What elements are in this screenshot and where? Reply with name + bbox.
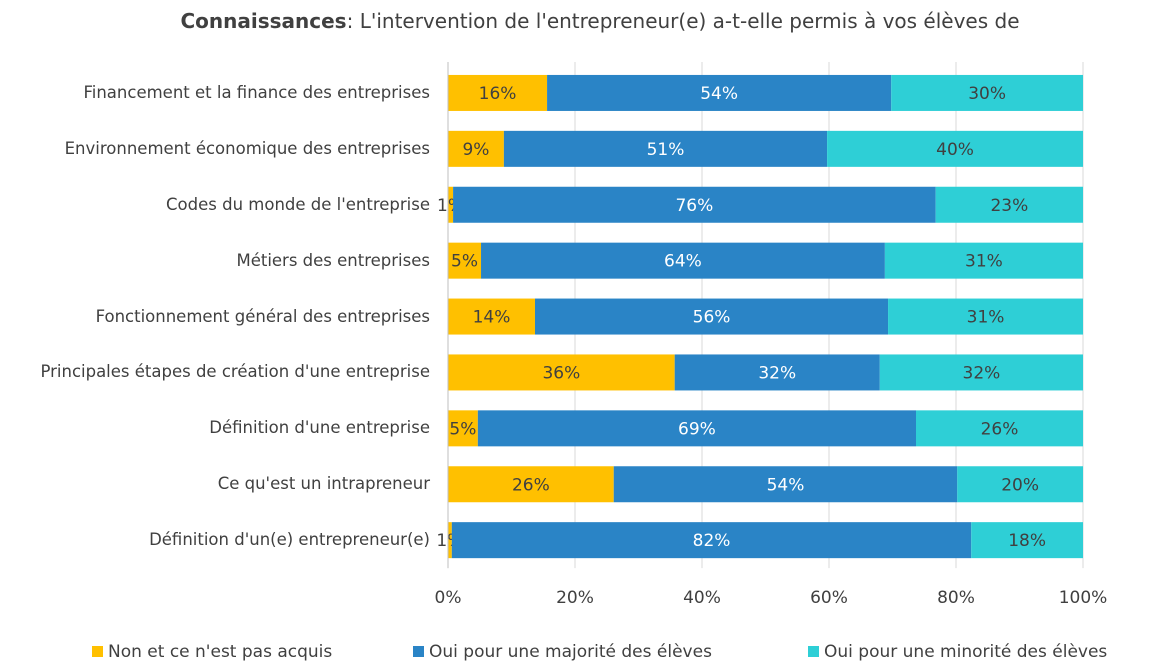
x-tick-label: 80% — [937, 588, 975, 608]
legend-label: Non et ce n'est pas acquis — [108, 642, 332, 662]
chart-title: Connaissances: L'intervention de l'entre… — [130, 8, 1070, 35]
bar-segment — [534, 298, 889, 335]
bar-segment — [888, 298, 1083, 335]
y-tick-label: Définition d'une entreprise — [209, 418, 430, 438]
data-label: 20% — [1001, 475, 1039, 495]
bar-segment — [481, 242, 885, 279]
data-label: 26% — [981, 419, 1019, 439]
y-tick-label: Métiers des entreprises — [236, 250, 430, 270]
bar-segment — [957, 466, 1083, 503]
data-label: 5% — [451, 252, 478, 272]
data-label: 9% — [462, 140, 489, 160]
data-label: 69% — [678, 419, 716, 439]
bar-segment — [879, 354, 1083, 391]
data-label: 36% — [542, 363, 580, 383]
legend-swatch — [92, 646, 103, 657]
y-tick-label: Ce qu'est un intrapreneur — [217, 474, 430, 494]
bar-segment — [477, 410, 916, 447]
data-label: 14% — [473, 308, 511, 328]
data-label: 40% — [936, 140, 974, 160]
bar-segment — [884, 242, 1083, 279]
bar-segment — [448, 130, 504, 167]
x-tick-label: 20% — [556, 588, 594, 608]
bar-segment — [451, 522, 972, 559]
data-label: 82% — [693, 531, 731, 551]
data-label: 76% — [675, 196, 713, 216]
data-label: 32% — [758, 363, 796, 383]
bar-segment — [503, 130, 828, 167]
bar-segment — [448, 298, 535, 335]
bar-segment — [613, 466, 958, 503]
y-tick-label: Financement et la finance des entreprise… — [83, 82, 430, 102]
y-tick-label: Définition d'un(e) entrepreneur(e) — [149, 530, 430, 550]
bar-segment — [891, 74, 1083, 111]
bar-segment — [547, 74, 892, 111]
data-label: 32% — [963, 363, 1001, 383]
data-label: 64% — [664, 252, 702, 272]
x-tick-label: 100% — [1059, 588, 1108, 608]
title-bold: Connaissances — [180, 9, 347, 33]
bar-segment — [935, 186, 1083, 223]
y-tick-label: Principales étapes de création d'une ent… — [40, 362, 430, 382]
data-label: 26% — [512, 475, 550, 495]
data-label: 31% — [967, 308, 1005, 328]
legend-swatch — [808, 646, 819, 657]
y-tick-label: Fonctionnement général des entreprises — [95, 306, 430, 326]
data-label: 23% — [990, 196, 1028, 216]
x-tick-label: 60% — [810, 588, 848, 608]
data-label: 56% — [693, 308, 731, 328]
bar-segment — [448, 186, 454, 223]
bar-segment — [448, 354, 675, 391]
x-tick-label: 40% — [683, 588, 721, 608]
legend-label: Oui pour une majorité des élèves — [429, 642, 712, 662]
bar-segment — [448, 466, 614, 503]
data-label: 30% — [968, 84, 1006, 104]
x-tick-label: 0% — [435, 588, 462, 608]
data-label: 51% — [647, 140, 685, 160]
title-text: : L'intervention de l'entrepreneur(e) a-… — [346, 9, 1020, 33]
bar-segment — [915, 410, 1083, 447]
bar-segment — [448, 74, 548, 111]
legend-label: Oui pour une minorité des élèves — [824, 642, 1107, 662]
data-label: 16% — [479, 84, 517, 104]
bar-segment — [827, 130, 1083, 167]
data-label: 54% — [767, 475, 805, 495]
legend-swatch — [413, 646, 424, 657]
bar-segment — [971, 522, 1083, 559]
bar-segment — [448, 242, 482, 279]
bar-segment — [674, 354, 880, 391]
data-label: 18% — [1008, 531, 1046, 551]
bar-segment — [448, 522, 452, 559]
data-label: 31% — [965, 252, 1003, 272]
bar-segment — [448, 410, 478, 447]
data-label: 54% — [700, 84, 738, 104]
bar-segment — [453, 186, 936, 223]
data-label: 5% — [449, 419, 476, 439]
y-tick-label: Codes du monde de l'entreprise — [166, 194, 430, 214]
y-tick-label: Environnement économique des entreprises — [64, 138, 430, 158]
